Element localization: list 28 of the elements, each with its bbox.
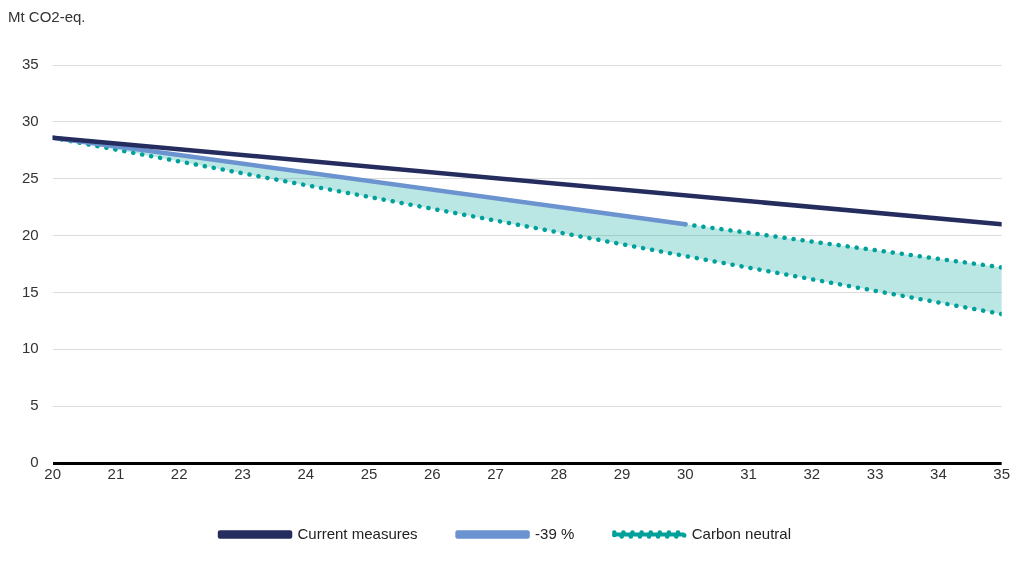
legend-label: Current measures bbox=[297, 524, 418, 542]
y-tick-label: 20 bbox=[22, 225, 39, 243]
y-tick-label: 10 bbox=[22, 339, 39, 357]
x-tick-label: 20 bbox=[44, 465, 62, 483]
x-tick-label: 30 bbox=[676, 465, 694, 483]
x-tick-label: 29 bbox=[613, 465, 631, 483]
y-tick-label: 30 bbox=[22, 112, 39, 129]
y-tick-label: 0 bbox=[30, 453, 39, 471]
x-tick-label: 22 bbox=[170, 465, 188, 483]
x-tick-label: 35 bbox=[993, 465, 1010, 483]
x-tick-label: 25 bbox=[360, 465, 378, 483]
x-tick-label: 23 bbox=[234, 465, 251, 483]
x-tick-label: 32 bbox=[803, 465, 821, 483]
legend-label: -39 % bbox=[535, 524, 575, 542]
x-tick-label: 26 bbox=[423, 465, 441, 483]
x-tick-label: 28 bbox=[550, 465, 568, 483]
x-tick-label: 21 bbox=[107, 465, 125, 483]
x-tick-label: 34 bbox=[930, 465, 947, 483]
x-tick-label: 33 bbox=[866, 465, 884, 483]
legend-label: Carbon neutral bbox=[691, 524, 791, 542]
y-tick-label: 5 bbox=[30, 396, 39, 414]
y-tick-label: 15 bbox=[22, 282, 39, 300]
x-tick-label: 31 bbox=[740, 465, 757, 483]
x-tick-label: 24 bbox=[297, 465, 315, 483]
y-tick-label: 25 bbox=[22, 168, 39, 186]
x-tick-label: 27 bbox=[487, 465, 504, 483]
y-tick-label: 35 bbox=[22, 55, 39, 73]
y-axis-title: Mt CO2-eq. bbox=[8, 8, 87, 27]
